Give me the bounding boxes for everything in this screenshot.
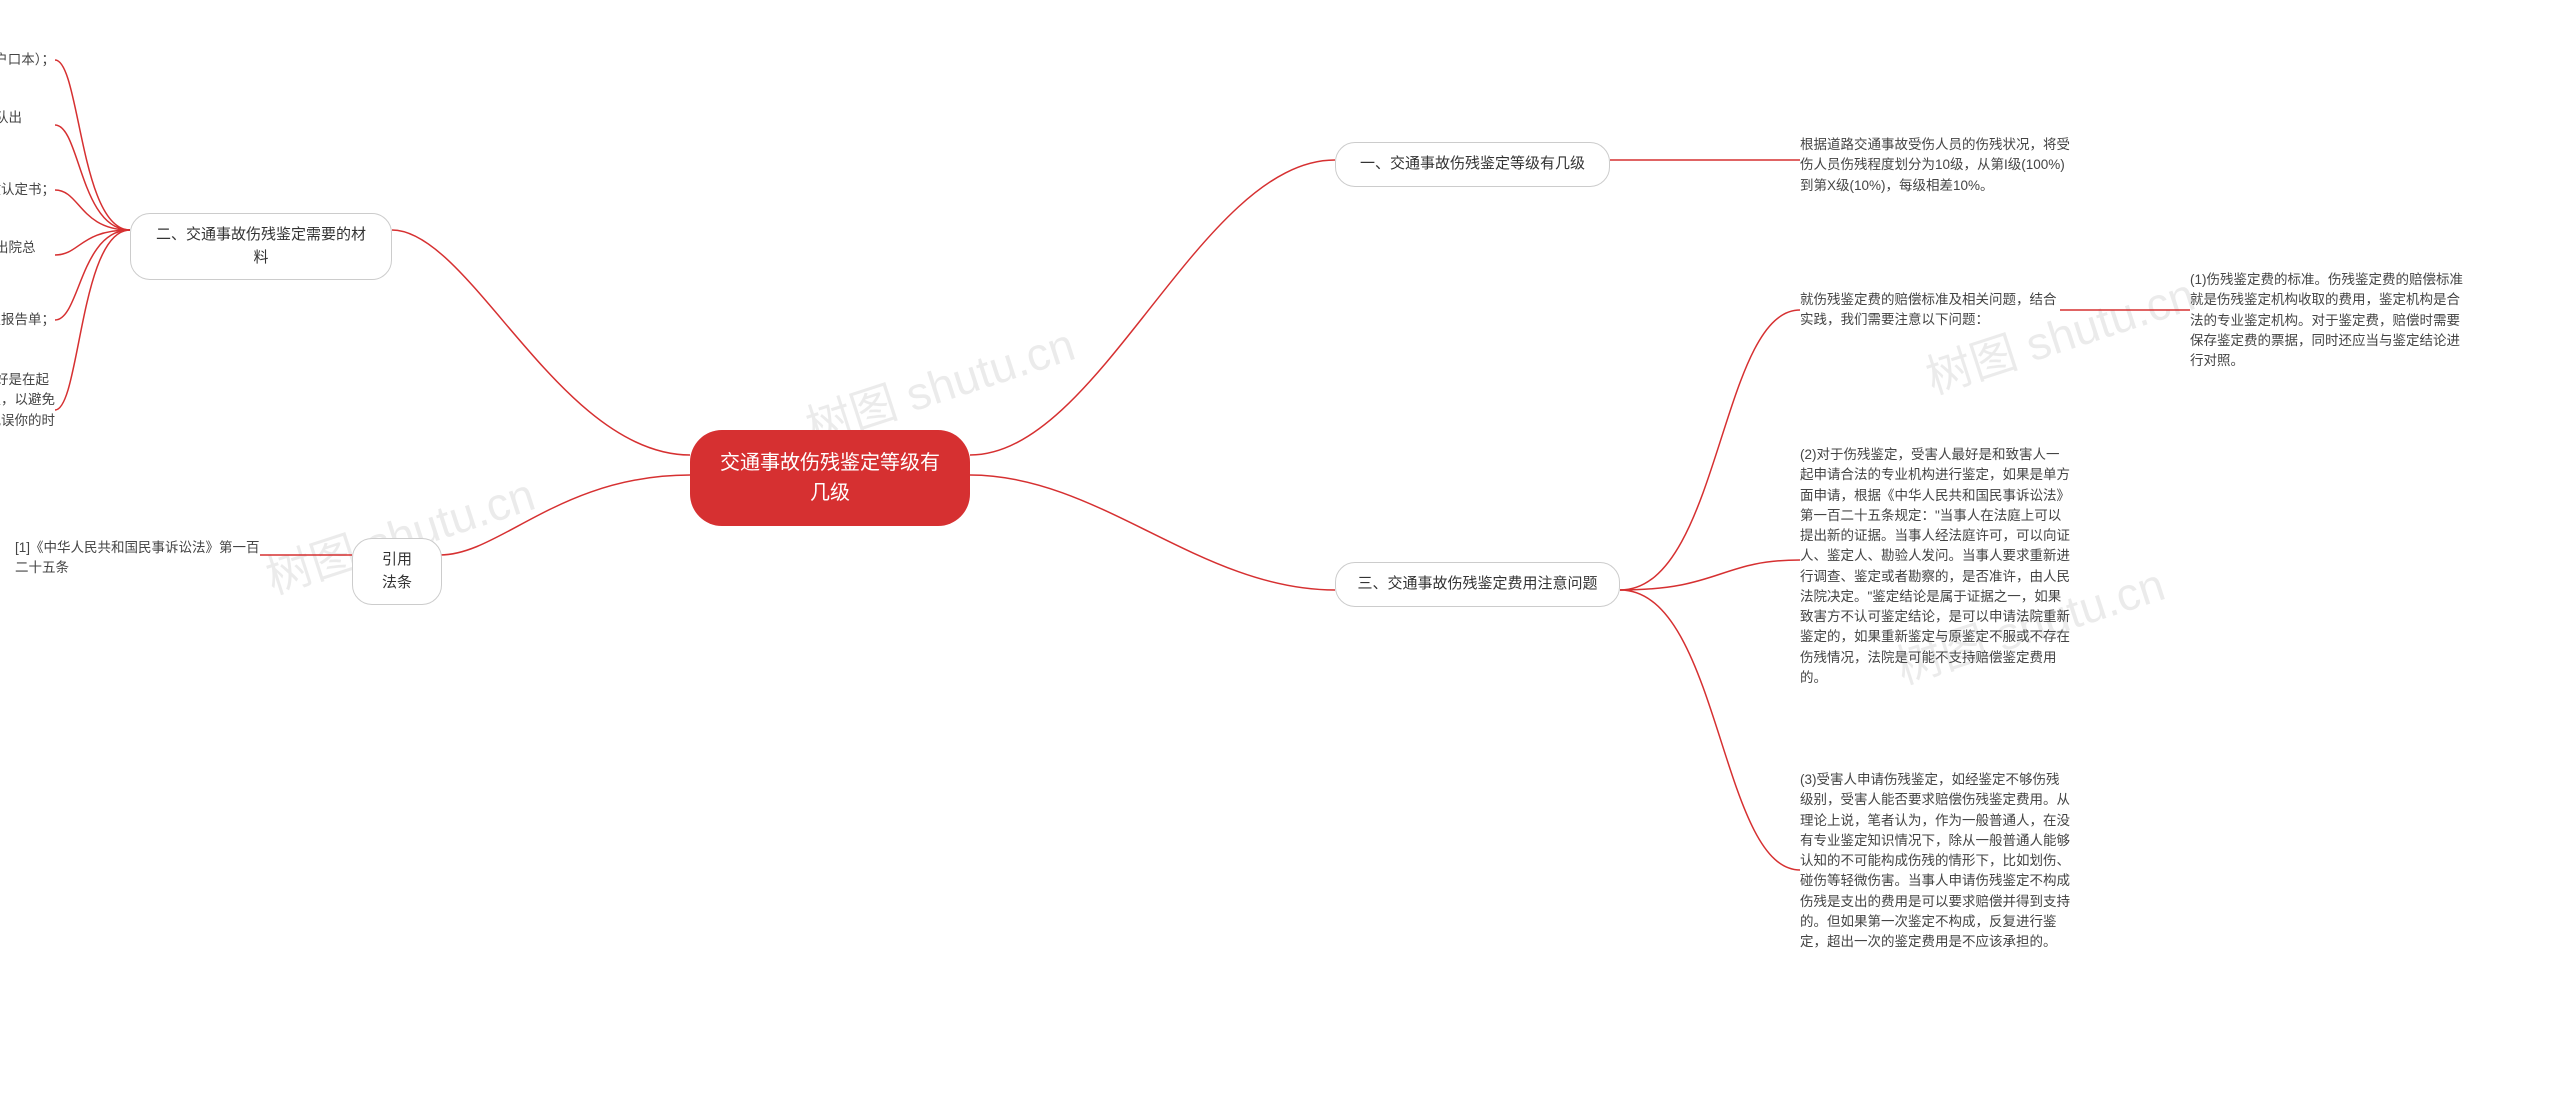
leaf-left-law-1: [1]《中华人民共和国民事诉讼法》第一百二十五条 — [15, 538, 260, 579]
leaf-text: 1、身份证（无身份证的带户口本）； — [0, 52, 55, 67]
leaf-right-3-3: (3)受害人申请伤残鉴定，如经鉴定不够伤残级别，受害人能否要求赔偿伤残鉴定费用。… — [1800, 770, 2070, 952]
leaf-right-1-1: 根据道路交通事故受伤人员的伤残状况，将受伤人员伤残程度划分为10级，从第I级(1… — [1800, 135, 2070, 196]
leaf-right-3-2: (2)对于伤残鉴定，受害人最好是和致害人一起申请合法的专业机构进行鉴定，如果是单… — [1800, 445, 2070, 688]
leaf-text: 5、X光片、CT光片及报告单； — [0, 312, 55, 327]
leaf-left-2-1: 1、身份证（无身份证的带户口本）； — [0, 50, 55, 70]
branch-right-1: 一、交通事故伤残鉴定等级有几级 — [1335, 142, 1610, 187]
leaf-text: 根据道路交通事故受伤人员的伤残状况，将受伤人员伤残程度划分为10级，从第I级(1… — [1800, 137, 2070, 193]
branch-label: 一、交通事故伤残鉴定等级有几级 — [1360, 155, 1585, 172]
leaf-left-2-5: 5、X光片、CT光片及报告单； — [0, 310, 55, 330]
leaf-text: 就伤残鉴定费的赔偿标准及相关问题，结合实践，我们需要注意以下问题： — [1800, 292, 2057, 327]
leaf-text: 6、建议受害人在做伤残鉴定时，最好是在起诉后申请法院委托相关部门进行鉴定，以避免… — [0, 372, 55, 448]
leaf-text: 3、交通事故认定书； — [0, 182, 55, 197]
leaf-right-3-sub1: (1)伤残鉴定费的标准。伤残鉴定费的赔偿标准就是伤残鉴定机构收取的费用，鉴定机构… — [2190, 270, 2470, 371]
leaf-left-2-6: 6、建议受害人在做伤残鉴定时，最好是在起诉后申请法院委托相关部门进行鉴定，以避免… — [0, 370, 55, 451]
mindmap-center: 交通事故伤残鉴定等级有 几级 — [690, 430, 970, 526]
branch-label: 二、交通事故伤残鉴定需要的材料 — [156, 226, 366, 266]
leaf-text: (1)伤残鉴定费的标准。伤残鉴定费的赔偿标准就是伤残鉴定机构收取的费用，鉴定机构… — [2190, 272, 2463, 368]
watermark: 树图 shutu.cn — [1917, 259, 2202, 408]
leaf-left-2-3: 3、交通事故认定书； — [0, 180, 55, 200]
branch-left-law: 引用法条 — [352, 538, 442, 605]
leaf-text: [1]《中华人民共和国民事诉讼法》第一百二十五条 — [15, 540, 260, 575]
leaf-text: 4、病历本、诊断证明、入院记录、出院总结； — [0, 240, 36, 275]
leaf-text: 2、委托鉴定书（律师事务所或交通队出具）； — [0, 110, 22, 145]
leaf-left-2-2: 2、委托鉴定书（律师事务所或交通队出具）； — [0, 108, 55, 149]
leaf-text: (2)对于伤残鉴定，受害人最好是和致害人一起申请合法的专业机构进行鉴定，如果是单… — [1800, 447, 2070, 685]
branch-label: 引用法条 — [382, 551, 412, 591]
leaf-text: (3)受害人申请伤残鉴定，如经鉴定不够伤残级别，受害人能否要求赔偿伤残鉴定费用。… — [1800, 772, 2070, 949]
branch-label: 三、交通事故伤残鉴定费用注意问题 — [1357, 575, 1597, 592]
leaf-right-3-intro: 就伤残鉴定费的赔偿标准及相关问题，结合实践，我们需要注意以下问题： — [1800, 290, 2060, 331]
leaf-left-2-4: 4、病历本、诊断证明、入院记录、出院总结； — [0, 238, 55, 279]
branch-right-3: 三、交通事故伤残鉴定费用注意问题 — [1335, 562, 1620, 607]
branch-left-2: 二、交通事故伤残鉴定需要的材料 — [130, 213, 392, 280]
center-text: 交通事故伤残鉴定等级有 几级 — [720, 452, 940, 504]
